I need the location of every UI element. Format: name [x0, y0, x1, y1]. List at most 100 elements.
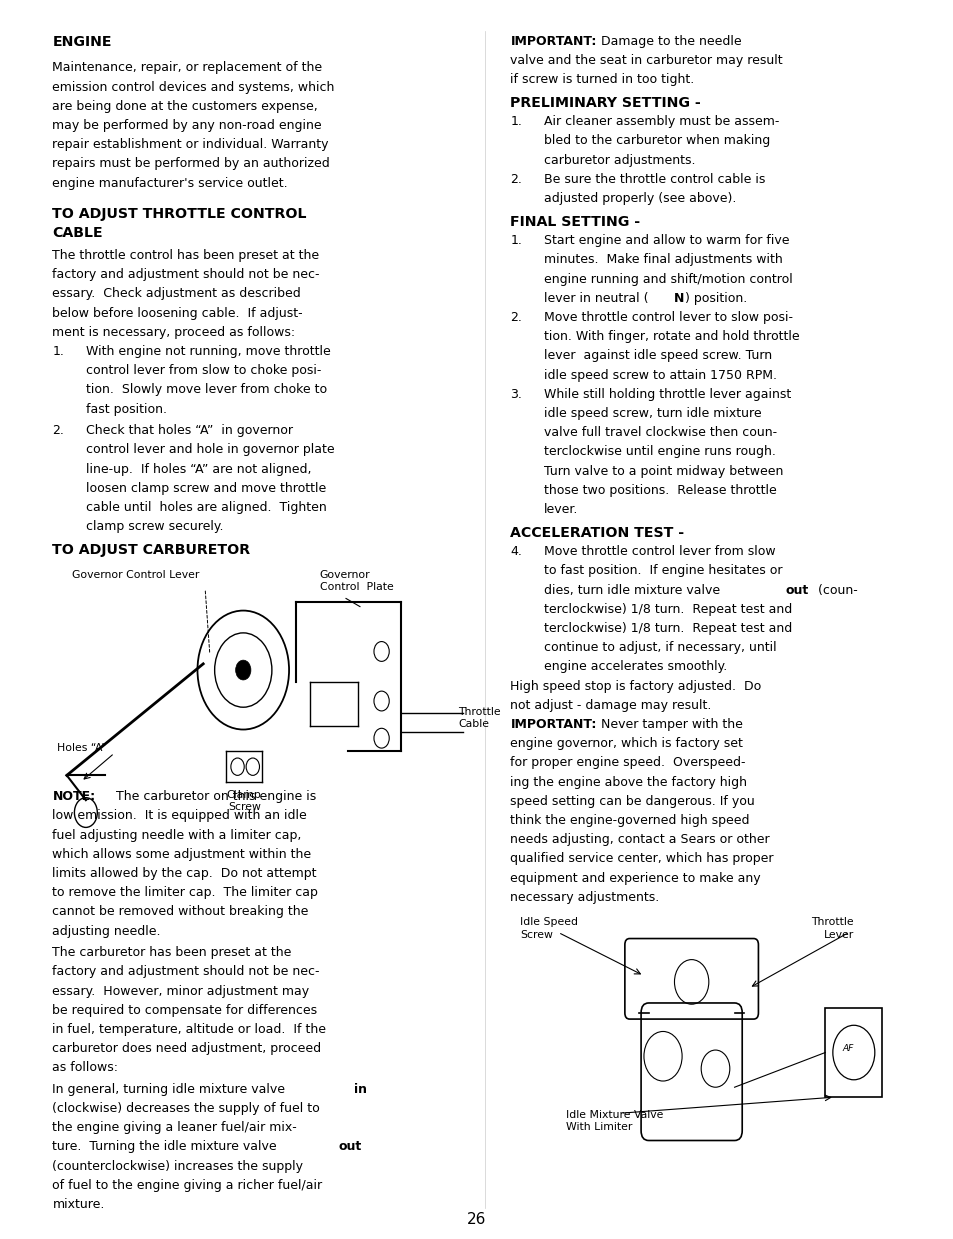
Text: control lever from slow to choke posi-: control lever from slow to choke posi-: [86, 364, 321, 377]
Text: TO ADJUST CARBURETOR: TO ADJUST CARBURETOR: [52, 543, 251, 558]
Text: engine governor, which is factory set: engine governor, which is factory set: [510, 737, 742, 750]
Text: ACCELERATION TEST -: ACCELERATION TEST -: [510, 525, 684, 540]
Text: necessary adjustments.: necessary adjustments.: [510, 891, 659, 903]
Text: Maintenance, repair, or replacement of the: Maintenance, repair, or replacement of t…: [52, 62, 322, 74]
Text: FINAL SETTING -: FINAL SETTING -: [510, 214, 639, 229]
Text: to remove the limiter cap.  The limiter cap: to remove the limiter cap. The limiter c…: [52, 886, 318, 900]
Text: not adjust - damage may result.: not adjust - damage may result.: [510, 699, 711, 711]
Text: the engine giving a leaner fuel/air mix-: the engine giving a leaner fuel/air mix-: [52, 1121, 297, 1134]
Text: Turn valve to a point midway between: Turn valve to a point midway between: [543, 465, 782, 477]
Text: dies, turn idle mixture valve: dies, turn idle mixture valve: [543, 584, 723, 596]
Text: In general, turning idle mixture valve: In general, turning idle mixture valve: [52, 1083, 289, 1095]
Text: Be sure the throttle control cable is: Be sure the throttle control cable is: [543, 172, 764, 186]
Text: valve and the seat in carburetor may result: valve and the seat in carburetor may res…: [510, 55, 782, 67]
Text: (clockwise) decreases the supply of fuel to: (clockwise) decreases the supply of fuel…: [52, 1101, 320, 1115]
Text: Idle Speed
Screw: Idle Speed Screw: [519, 917, 578, 940]
Text: IMPORTANT:: IMPORTANT:: [510, 717, 597, 731]
Text: Throttle
Cable: Throttle Cable: [457, 707, 500, 729]
Text: terclockwise) 1/8 turn.  Repeat test and: terclockwise) 1/8 turn. Repeat test and: [543, 622, 791, 634]
Text: are being done at the customers expense,: are being done at the customers expense,: [52, 100, 318, 113]
Text: Damage to the needle: Damage to the needle: [593, 35, 741, 47]
Text: adjusting needle.: adjusting needle.: [52, 924, 161, 938]
Text: Governor Control Lever: Governor Control Lever: [71, 570, 199, 580]
Text: essary.  However, minor adjustment may: essary. However, minor adjustment may: [52, 985, 310, 997]
Text: The carburetor has been preset at the: The carburetor has been preset at the: [52, 947, 292, 959]
Text: minutes.  Make final adjustments with: minutes. Make final adjustments with: [543, 253, 781, 266]
Text: those two positions.  Release throttle: those two positions. Release throttle: [543, 483, 776, 497]
Text: repair establishment or individual. Warranty: repair establishment or individual. Warr…: [52, 138, 329, 151]
Text: emission control devices and systems, which: emission control devices and systems, wh…: [52, 81, 335, 93]
Text: Air cleaner assembly must be assem-: Air cleaner assembly must be assem-: [543, 115, 779, 128]
Text: lever in neutral (: lever in neutral (: [543, 291, 648, 305]
Text: carburetor does need adjustment, proceed: carburetor does need adjustment, proceed: [52, 1042, 321, 1056]
Text: 1.: 1.: [510, 115, 521, 128]
Text: continue to adjust, if necessary, until: continue to adjust, if necessary, until: [543, 641, 776, 654]
Text: 2.: 2.: [510, 311, 521, 323]
Text: limits allowed by the cap.  Do not attempt: limits allowed by the cap. Do not attemp…: [52, 867, 316, 880]
Text: bled to the carburetor when making: bled to the carburetor when making: [543, 134, 769, 147]
Text: factory and adjustment should not be nec-: factory and adjustment should not be nec…: [52, 965, 319, 979]
Text: clamp screw securely.: clamp screw securely.: [86, 520, 223, 533]
Text: line-up.  If holes “A” are not aligned,: line-up. If holes “A” are not aligned,: [86, 462, 311, 476]
Text: fuel adjusting needle with a limiter cap,: fuel adjusting needle with a limiter cap…: [52, 829, 301, 841]
Text: NOTE:: NOTE:: [52, 790, 95, 803]
Text: AF: AF: [841, 1044, 853, 1053]
Text: (counterclockwise) increases the supply: (counterclockwise) increases the supply: [52, 1160, 303, 1172]
Text: tion.  Slowly move lever from choke to: tion. Slowly move lever from choke to: [86, 383, 327, 396]
Text: ture.  Turning the idle mixture valve: ture. Turning the idle mixture valve: [52, 1140, 281, 1154]
Text: Move throttle control lever from slow: Move throttle control lever from slow: [543, 545, 775, 558]
Bar: [824, 1007, 882, 1097]
Circle shape: [235, 660, 251, 680]
Text: needs adjusting, contact a Sears or other: needs adjusting, contact a Sears or othe…: [510, 833, 769, 846]
Text: essary.  Check adjustment as described: essary. Check adjustment as described: [52, 287, 301, 300]
Text: below before loosening cable.  If adjust-: below before loosening cable. If adjust-: [52, 306, 303, 320]
Text: cannot be removed without breaking the: cannot be removed without breaking the: [52, 906, 309, 918]
Text: ing the engine above the factory high: ing the engine above the factory high: [510, 776, 746, 788]
Text: N: N: [673, 291, 683, 305]
Text: out: out: [784, 584, 807, 596]
Text: Start engine and allow to warm for five: Start engine and allow to warm for five: [543, 234, 788, 247]
Text: carburetor adjustments.: carburetor adjustments.: [543, 154, 695, 166]
Text: 26: 26: [467, 1212, 486, 1227]
Text: cable until  holes are aligned.  Tighten: cable until holes are aligned. Tighten: [86, 501, 326, 514]
Text: in: in: [354, 1083, 367, 1095]
Text: mixture.: mixture.: [52, 1198, 105, 1211]
Text: While still holding throttle lever against: While still holding throttle lever again…: [543, 388, 790, 400]
Text: Move throttle control lever to slow posi-: Move throttle control lever to slow posi…: [543, 311, 792, 323]
Text: idle speed screw to attain 1750 RPM.: idle speed screw to attain 1750 RPM.: [543, 368, 776, 382]
Text: terclockwise until engine runs rough.: terclockwise until engine runs rough.: [543, 445, 775, 458]
Text: Idle Mixture Valve
With Limiter: Idle Mixture Valve With Limiter: [565, 1109, 662, 1132]
Text: The carburetor on this engine is: The carburetor on this engine is: [108, 790, 315, 803]
Text: which allows some adjustment within the: which allows some adjustment within the: [52, 847, 312, 861]
Text: PRELIMINARY SETTING -: PRELIMINARY SETTING -: [510, 95, 700, 110]
Text: in fuel, temperature, altitude or load.  If the: in fuel, temperature, altitude or load. …: [52, 1023, 326, 1036]
Text: (coun-: (coun-: [813, 584, 857, 596]
Text: TO ADJUST THROTTLE CONTROL: TO ADJUST THROTTLE CONTROL: [52, 207, 307, 221]
Text: valve full travel clockwise then coun-: valve full travel clockwise then coun-: [543, 426, 776, 439]
Text: idle speed screw, turn idle mixture: idle speed screw, turn idle mixture: [543, 406, 760, 420]
Text: Check that holes “A”  in governor: Check that holes “A” in governor: [86, 424, 293, 437]
Text: CABLE: CABLE: [52, 225, 103, 240]
Text: 2.: 2.: [510, 172, 521, 186]
Text: qualified service center, which has proper: qualified service center, which has prop…: [510, 852, 773, 865]
Text: 2.: 2.: [52, 424, 64, 437]
Text: The throttle control has been preset at the: The throttle control has been preset at …: [52, 249, 319, 261]
Text: Governor
Control  Plate: Governor Control Plate: [319, 570, 393, 592]
Text: out: out: [338, 1140, 361, 1154]
Text: of fuel to the engine giving a richer fuel/air: of fuel to the engine giving a richer fu…: [52, 1178, 322, 1192]
Text: ment is necessary, proceed as follows:: ment is necessary, proceed as follows:: [52, 326, 295, 338]
Text: engine running and shift/motion control: engine running and shift/motion control: [543, 273, 792, 285]
Text: repairs must be performed by an authorized: repairs must be performed by an authoriz…: [52, 157, 330, 170]
Text: equipment and experience to make any: equipment and experience to make any: [510, 871, 760, 885]
Text: adjusted properly (see above).: adjusted properly (see above).: [543, 192, 736, 204]
Text: lever  against idle speed screw. Turn: lever against idle speed screw. Turn: [543, 349, 771, 362]
Text: if screw is turned in too tight.: if screw is turned in too tight.: [510, 73, 694, 85]
Text: low emission.  It is equipped with an idle: low emission. It is equipped with an idl…: [52, 809, 307, 823]
Text: may be performed by any non-road engine: may be performed by any non-road engine: [52, 119, 322, 131]
Text: fast position.: fast position.: [86, 403, 167, 415]
Text: engine accelerates smoothly.: engine accelerates smoothly.: [543, 660, 726, 673]
Text: Clamp
Screw: Clamp Screw: [227, 790, 261, 812]
Text: 1.: 1.: [510, 234, 521, 247]
Text: 1.: 1.: [52, 344, 64, 358]
Text: ENGINE: ENGINE: [52, 35, 112, 48]
